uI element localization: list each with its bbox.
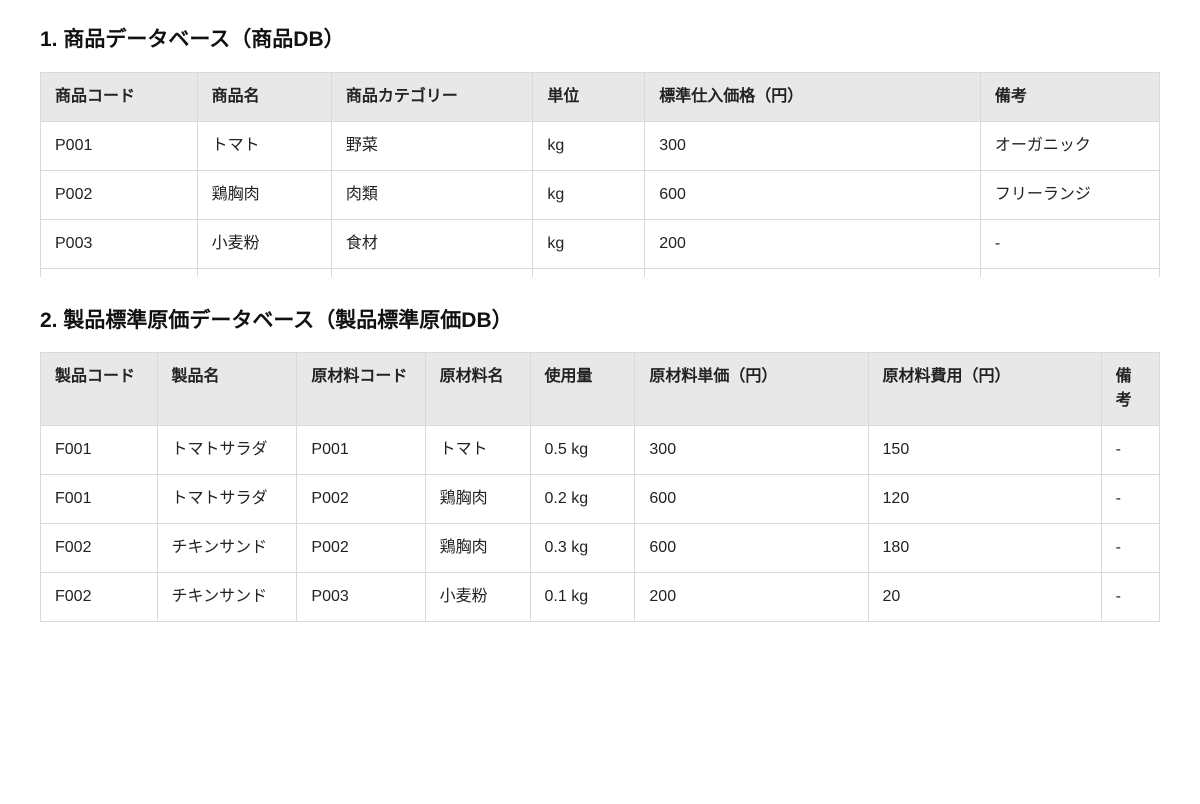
table-row: P003 小麦粉 食材 kg 200 - xyxy=(41,219,1160,268)
col-header: 使用量 xyxy=(530,353,635,426)
col-header: 製品コード xyxy=(41,353,158,426)
table-header-row: 商品コード 商品名 商品カテゴリー 単位 標準仕入価格（円） 備考 xyxy=(41,72,1160,121)
col-header: 備考 xyxy=(980,72,1159,121)
cell: 0.3 kg xyxy=(530,524,635,573)
cell: kg xyxy=(533,121,645,170)
section-title-std-cost-db: 2. 製品標準原価データベース（製品標準原価DB） xyxy=(40,305,1160,337)
cell: - xyxy=(1101,524,1159,573)
cell: - xyxy=(980,219,1159,268)
cell: P003 xyxy=(297,573,425,622)
cell: 食材 xyxy=(331,219,532,268)
cell: 200 xyxy=(645,219,981,268)
cell: - xyxy=(1101,475,1159,524)
cell: 鶏胸肉 xyxy=(197,170,331,219)
cell: P003 xyxy=(41,219,198,268)
cell: P002 xyxy=(41,170,198,219)
col-header: 備考 xyxy=(1101,353,1159,426)
table-row: F002 チキンサンド P002 鶏胸肉 0.3 kg 600 180 - xyxy=(41,524,1160,573)
cell: F001 xyxy=(41,426,158,475)
section-title-product-db: 1. 商品データベース（商品DB） xyxy=(40,24,1160,56)
cell: チキンサンド xyxy=(157,573,297,622)
cell: P002 xyxy=(297,475,425,524)
cell: 鶏胸肉 xyxy=(425,524,530,573)
table-std-cost-db: 製品コード 製品名 原材料コード 原材料名 使用量 原材料単価（円） 原材料費用… xyxy=(40,352,1160,622)
col-header: 原材料名 xyxy=(425,353,530,426)
table-row: F001 トマトサラダ P001 トマト 0.5 kg 300 150 - xyxy=(41,426,1160,475)
table-product-db: 商品コード 商品名 商品カテゴリー 単位 標準仕入価格（円） 備考 P001 ト… xyxy=(40,72,1160,277)
cell: 肉類 xyxy=(331,170,532,219)
cell: 20 xyxy=(868,573,1101,622)
cell: フリーランジ xyxy=(980,170,1159,219)
table-row: P001 トマト 野菜 kg 300 オーガニック xyxy=(41,121,1160,170)
table-row: P002 鶏胸肉 肉類 kg 600 フリーランジ xyxy=(41,170,1160,219)
col-header: 原材料単価（円） xyxy=(635,353,868,426)
cell: P001 xyxy=(41,121,198,170)
cell: 600 xyxy=(635,524,868,573)
cell: 180 xyxy=(868,524,1101,573)
cell: トマトサラダ xyxy=(157,426,297,475)
col-header: 原材料コード xyxy=(297,353,425,426)
table-header-row: 製品コード 製品名 原材料コード 原材料名 使用量 原材料単価（円） 原材料費用… xyxy=(41,353,1160,426)
col-header: 製品名 xyxy=(157,353,297,426)
col-header: 商品カテゴリー xyxy=(331,72,532,121)
cell: トマト xyxy=(425,426,530,475)
cell: チキンサンド xyxy=(157,524,297,573)
cell: 小麦粉 xyxy=(425,573,530,622)
col-header: 標準仕入価格（円） xyxy=(645,72,981,121)
cell: P002 xyxy=(297,524,425,573)
cell: 600 xyxy=(645,170,981,219)
cell: F002 xyxy=(41,573,158,622)
col-header: 商品コード xyxy=(41,72,198,121)
cell: F001 xyxy=(41,475,158,524)
cell: トマト xyxy=(197,121,331,170)
cell: 300 xyxy=(645,121,981,170)
col-header: 原材料費用（円） xyxy=(868,353,1101,426)
cell: - xyxy=(1101,573,1159,622)
cell: 0.1 kg xyxy=(530,573,635,622)
cell: kg xyxy=(533,219,645,268)
cell: kg xyxy=(533,170,645,219)
cell: F002 xyxy=(41,524,158,573)
cell: 200 xyxy=(635,573,868,622)
cell: 600 xyxy=(635,475,868,524)
table-row: F002 チキンサンド P003 小麦粉 0.1 kg 200 20 - xyxy=(41,573,1160,622)
cell: トマトサラダ xyxy=(157,475,297,524)
cell: P001 xyxy=(297,426,425,475)
col-header: 商品名 xyxy=(197,72,331,121)
col-header: 単位 xyxy=(533,72,645,121)
cell: 小麦粉 xyxy=(197,219,331,268)
cell: 0.2 kg xyxy=(530,475,635,524)
cell: 150 xyxy=(868,426,1101,475)
cell: オーガニック xyxy=(980,121,1159,170)
table-trailing-blank-row xyxy=(41,268,1160,277)
cell: 0.5 kg xyxy=(530,426,635,475)
cell: 鶏胸肉 xyxy=(425,475,530,524)
table-row: F001 トマトサラダ P002 鶏胸肉 0.2 kg 600 120 - xyxy=(41,475,1160,524)
cell: 300 xyxy=(635,426,868,475)
cell: 野菜 xyxy=(331,121,532,170)
cell: 120 xyxy=(868,475,1101,524)
cell: - xyxy=(1101,426,1159,475)
